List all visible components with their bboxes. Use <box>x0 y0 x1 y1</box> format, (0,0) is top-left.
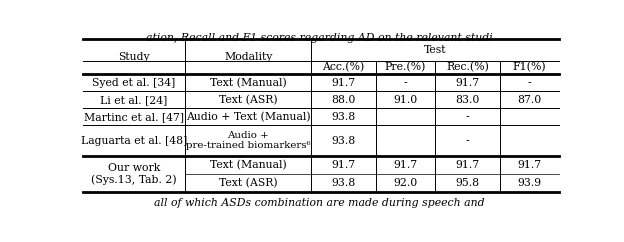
Text: 93.8: 93.8 <box>331 178 356 188</box>
Text: -: - <box>466 136 469 146</box>
Text: Our work
(Sys.13, Tab. 2): Our work (Sys.13, Tab. 2) <box>91 163 177 185</box>
Text: F1(%): F1(%) <box>512 62 546 73</box>
Text: 93.9: 93.9 <box>517 178 542 188</box>
Text: 91.7: 91.7 <box>456 78 480 88</box>
Text: Text (ASR): Text (ASR) <box>219 95 278 105</box>
Text: Text (ASR): Text (ASR) <box>219 178 278 188</box>
Text: Martinc et al. [47]: Martinc et al. [47] <box>84 112 184 122</box>
Text: 91.7: 91.7 <box>331 78 356 88</box>
Text: 87.0: 87.0 <box>517 95 542 105</box>
Text: 93.8: 93.8 <box>331 136 356 146</box>
Text: Pre.(%): Pre.(%) <box>385 62 426 73</box>
Text: Text (Manual): Text (Manual) <box>210 160 287 170</box>
Text: 88.0: 88.0 <box>331 95 356 105</box>
Text: Rec.(%): Rec.(%) <box>446 62 489 73</box>
Text: all of which ASDs combination are made during speech and: all of which ASDs combination are made d… <box>155 198 485 208</box>
Text: 91.7: 91.7 <box>331 160 356 170</box>
Text: Study: Study <box>118 52 150 62</box>
Text: Li et al. [24]: Li et al. [24] <box>100 95 168 105</box>
Text: Acc.(%): Acc.(%) <box>323 62 365 73</box>
Text: Text (Manual): Text (Manual) <box>210 78 287 88</box>
Text: ation, Recall and F1 scores regarding AD on the relevant studi: ation, Recall and F1 scores regarding AD… <box>147 33 493 43</box>
Text: Modality: Modality <box>224 52 273 62</box>
Text: Test: Test <box>424 45 447 55</box>
Text: 93.8: 93.8 <box>331 112 356 122</box>
Text: 95.8: 95.8 <box>456 178 480 188</box>
Text: -: - <box>404 78 407 88</box>
Text: 91.7: 91.7 <box>456 160 480 170</box>
Text: 91.7: 91.7 <box>394 160 417 170</box>
Text: -: - <box>466 112 469 122</box>
Text: 92.0: 92.0 <box>394 178 417 188</box>
Text: 83.0: 83.0 <box>456 95 480 105</box>
Text: Laguarta et al. [48]: Laguarta et al. [48] <box>81 136 187 146</box>
Text: Syed et al. [34]: Syed et al. [34] <box>92 78 176 88</box>
Text: Audio +
pre-trained biomarkers⁶: Audio + pre-trained biomarkers⁶ <box>186 131 311 150</box>
Text: 91.7: 91.7 <box>517 160 542 170</box>
Text: Audio + Text (Manual): Audio + Text (Manual) <box>186 112 311 122</box>
Text: 91.0: 91.0 <box>394 95 417 105</box>
Text: -: - <box>528 78 531 88</box>
